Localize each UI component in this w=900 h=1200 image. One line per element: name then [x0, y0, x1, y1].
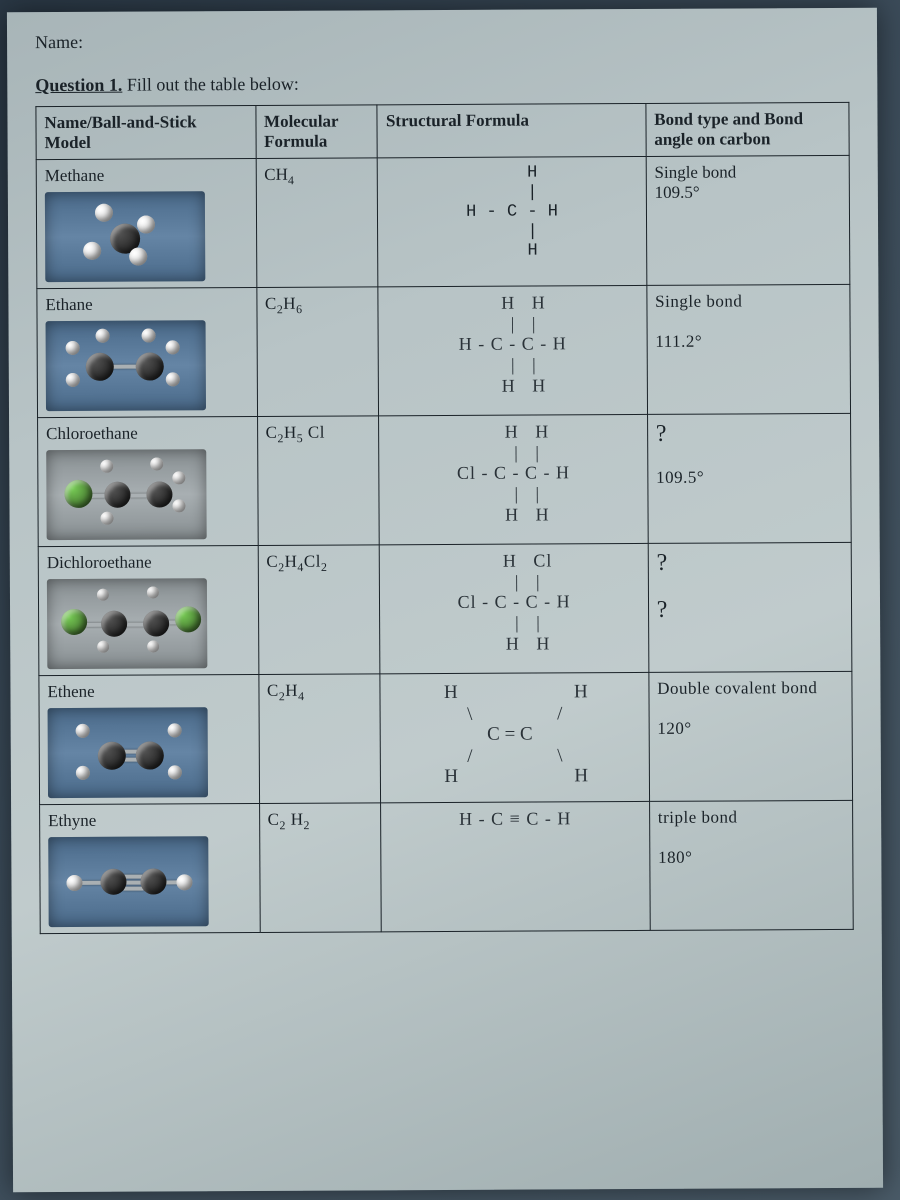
bond-angle: ? — [657, 596, 843, 624]
bond-angle: 109.5° — [656, 467, 842, 488]
table-header-row: Name/Ball-and-Stick Model Molecular Form… — [36, 102, 849, 159]
cell-model: Methane — [36, 158, 256, 288]
cell-bond: ? 109.5° — [647, 413, 851, 543]
cell-structure: HH\/C = C/\HH — [380, 672, 649, 802]
cell-formula: C2H5 Cl — [257, 416, 380, 546]
cell-formula: C2H6 — [256, 287, 379, 417]
bond-angle: 120° — [657, 718, 843, 739]
cell-model: Dichloroethane — [38, 545, 258, 675]
bond-type: Double covalent bond — [657, 678, 843, 699]
cell-bond: Double covalent bond 120° — [649, 671, 853, 801]
name-label: Name: — [35, 28, 849, 53]
header-formula: Molecular Formula — [255, 105, 377, 159]
ball-stick-model — [48, 836, 208, 927]
cell-formula: C2H4 — [258, 674, 381, 804]
bond-type: Single bond — [654, 162, 736, 181]
cell-bond: ?? — [648, 542, 852, 672]
cell-structure: H - C ≡ C - H — [381, 801, 650, 931]
ball-stick-model — [46, 320, 206, 411]
table-row: Methane CH4 H | H - C - H | H Single bond 1… — [36, 155, 850, 288]
bond-angle: 111.2° — [655, 331, 841, 352]
molecule-name: Ethene — [47, 681, 250, 702]
ball-stick-model — [46, 449, 206, 540]
molecule-name: Ethyne — [48, 810, 251, 831]
table-row: Ethyne C2 H2H - C ≡ C - H triple bond 180° — [40, 800, 854, 933]
cell-model: Ethane — [37, 287, 257, 417]
cell-structure: H H | | Cl - C - C - H | | H H — [379, 414, 648, 544]
cell-bond: Single bond 109.5° — [646, 155, 850, 285]
bond-type: ? — [656, 549, 842, 577]
molecule-name: Dichloroethane — [47, 552, 250, 573]
question-line: Question 1. Fill out the table below: — [35, 71, 849, 96]
chemistry-table: Name/Ball-and-Stick Model Molecular Form… — [35, 102, 853, 934]
ball-stick-model — [47, 578, 207, 669]
cell-model: Ethene — [39, 674, 259, 804]
header-model: Name/Ball-and-Stick Model — [36, 105, 256, 159]
table-row: Dichloroethane C2H4Cl2 H Cl | | Cl - C - … — [38, 542, 852, 675]
ball-stick-model — [45, 191, 205, 282]
molecule-name: Methane — [45, 165, 248, 186]
bond-angle: 109.5° — [655, 183, 700, 202]
cell-structure: H | H - C - H | H — [378, 156, 647, 286]
cell-bond: Single bond 111.2° — [647, 284, 851, 414]
ball-stick-model — [48, 707, 208, 798]
cell-bond: triple bond 180° — [649, 800, 853, 930]
cell-formula: CH4 — [256, 158, 379, 288]
cell-model: Ethyne — [40, 803, 260, 933]
cell-formula: C2 H2 — [259, 803, 382, 933]
header-struct: Structural Formula — [377, 103, 646, 157]
table-row: EtheneC2H4HH\/C = C/\HHDouble covalent b… — [39, 671, 853, 804]
molecule-name: Ethane — [45, 294, 248, 315]
table-row: Chloroethane C2H5 Cl H H | | Cl - C - C -… — [38, 413, 852, 546]
worksheet-paper: Name: Question 1. Fill out the table bel… — [7, 8, 883, 1193]
header-bond: Bond type and Bond angle on carbon — [646, 102, 850, 156]
table-row: Ethane C2H6 H H | | H - C - C - H | | H H… — [37, 284, 851, 417]
question-number: Question 1. — [35, 75, 122, 95]
cell-model: Chloroethane — [38, 416, 258, 546]
molecule-name: Chloroethane — [46, 423, 249, 444]
cell-formula: C2H4Cl2 — [258, 545, 381, 675]
cell-structure: H H | | H - C - C - H | | H H — [378, 285, 647, 415]
bond-angle: 180° — [658, 847, 844, 868]
bond-type: ? — [656, 420, 842, 448]
cell-structure: H Cl | | Cl - C - C - H | | H H — [380, 543, 649, 673]
question-text: Fill out the table below: — [122, 74, 299, 95]
bond-type: triple bond — [658, 807, 844, 828]
bond-type: Single bond — [655, 291, 841, 312]
